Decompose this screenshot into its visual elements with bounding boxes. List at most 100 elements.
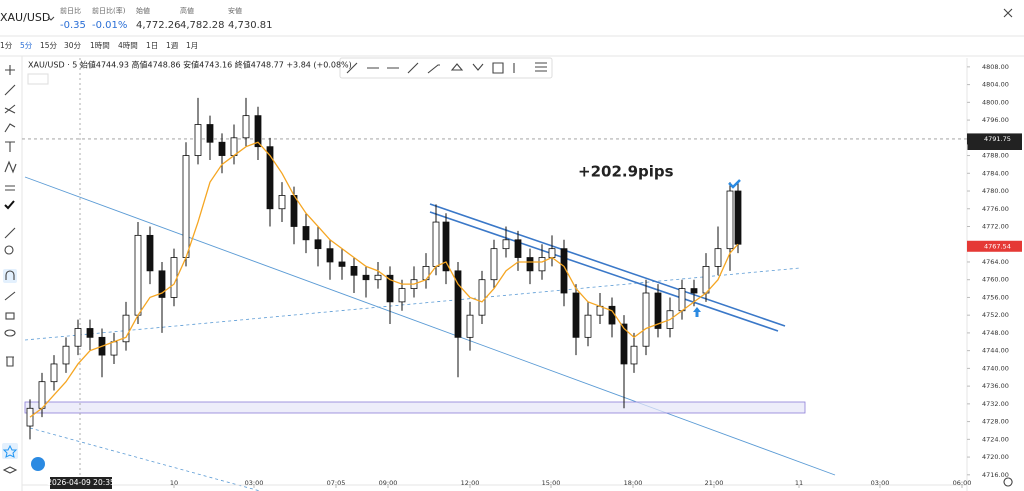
left-toolbar (2, 65, 18, 474)
candle-body (230, 137, 238, 156)
stat-value: -0.35 (60, 20, 86, 31)
y-tick-label: 4776.00 (982, 205, 1009, 213)
candle-body (290, 195, 298, 227)
candle-body (548, 248, 556, 258)
stat-value: 4,782.28 (180, 20, 225, 31)
timeframe[interactable]: 30分 (64, 41, 82, 50)
y-tick-label: 4724.00 (982, 435, 1009, 443)
stat-label: 前日比(率) (92, 6, 126, 15)
x-tick-label: 18:00 (624, 479, 643, 487)
lock-tool[interactable] (5, 312, 15, 320)
visibility-tool[interactable] (4, 329, 16, 337)
cursor-tool[interactable] (5, 65, 15, 75)
candle-body (194, 124, 202, 156)
candle-body (206, 124, 214, 143)
candle-body (278, 195, 286, 210)
settings-button[interactable] (1003, 477, 1013, 487)
collapse-button[interactable] (27, 73, 49, 85)
candle-body (26, 407, 34, 427)
ruler-tool[interactable] (4, 227, 16, 239)
drawing-toolbar (339, 57, 553, 79)
toolbar-icons[interactable] (346, 62, 547, 74)
candle-body (38, 381, 46, 409)
y-tick-label: 4796.00 (982, 116, 1009, 124)
stat-label: 高値 (180, 6, 194, 15)
candle-body (50, 363, 58, 383)
candle-body (254, 115, 262, 148)
x-tick-label: 21:00 (705, 479, 724, 487)
star-icon (2, 444, 18, 458)
y-tick-label: 4728.00 (982, 418, 1009, 426)
x-tick-label: 06:00 (953, 479, 972, 487)
fib-tool[interactable] (4, 104, 16, 114)
pattern-tool[interactable] (4, 160, 17, 174)
y-tick-label: 4732.00 (982, 400, 1009, 408)
candle-body (478, 279, 486, 316)
cursor-tag (50, 477, 112, 489)
x-tick-label: 03:00 (245, 479, 264, 487)
delete-tool[interactable] (6, 356, 14, 367)
range-tool[interactable] (5, 185, 15, 191)
timeframe[interactable]: 5分 (20, 41, 33, 50)
stat-value: 4,772.26 (136, 20, 181, 31)
symbol[interactable]: XAU/USD (0, 11, 50, 24)
brush-tool[interactable] (4, 123, 16, 133)
channel-line (429, 211, 779, 332)
text-tool[interactable] (5, 141, 15, 152)
candle-body (182, 155, 190, 258)
y-tick-label: 4808.00 (982, 63, 1009, 71)
candle-body (608, 305, 616, 325)
x-tick-label: 12:00 (461, 479, 480, 487)
y-tick-label: 4716.00 (982, 471, 1009, 479)
timeframe[interactable]: 1分 (0, 41, 13, 50)
channel-line (429, 203, 786, 327)
candle-body (122, 314, 130, 343)
check-tool[interactable] (4, 200, 15, 210)
close-button[interactable] (1003, 8, 1013, 18)
x-tick-label: 09:00 (379, 479, 398, 487)
timeframe[interactable]: 1時間 (90, 41, 110, 50)
dashed-trend-line (24, 267, 801, 341)
x-tick-label: 15:00 (542, 479, 561, 487)
y-tick-label: 4760.00 (982, 276, 1009, 284)
stat-label: 始値 (136, 6, 150, 15)
candle-body (714, 248, 722, 267)
y-tick-label: 4740.00 (982, 364, 1009, 372)
candle-body (690, 288, 698, 294)
timeframe[interactable]: 4時間 (118, 41, 138, 50)
y-tick-label: 4784.00 (982, 169, 1009, 177)
candle-body (134, 234, 142, 316)
candle-body (654, 292, 662, 329)
dropdown-icon[interactable] (47, 16, 55, 21)
candle-body (62, 345, 70, 365)
candle-body (158, 270, 166, 298)
candle-body (572, 292, 580, 338)
y-tick-label: 4764.00 (982, 258, 1009, 266)
cloud-button[interactable] (31, 457, 45, 471)
timeframe[interactable]: 1日 (146, 41, 158, 50)
y-tick-label: 4736.00 (982, 382, 1009, 390)
dashed-trend-line (29, 427, 261, 491)
candle-body (338, 261, 346, 267)
lock-draw-tool[interactable] (4, 291, 16, 301)
stat-value: -0.01% (92, 20, 127, 31)
zoom-tool[interactable] (4, 245, 14, 255)
y-tick-label: 4752.00 (982, 311, 1009, 319)
candle-body (538, 257, 546, 272)
price-tag (967, 240, 1022, 252)
timeframe[interactable]: 15分 (40, 41, 58, 50)
layers-button[interactable] (2, 466, 18, 474)
candle-body (74, 328, 82, 347)
candle-body (620, 323, 628, 365)
candle-body (702, 266, 710, 294)
timeframe[interactable]: 1週 (166, 41, 179, 50)
timeframe[interactable]: 1月 (186, 41, 198, 50)
stat-label: 安値 (228, 6, 242, 15)
line-tool[interactable] (4, 84, 16, 96)
annotation: +202.9pips (578, 163, 674, 181)
x-tick-label: 03:00 (871, 479, 890, 487)
candle-body (466, 314, 474, 338)
stat-label: 前日比 (60, 6, 81, 15)
stat-value: 4,730.81 (228, 20, 273, 31)
